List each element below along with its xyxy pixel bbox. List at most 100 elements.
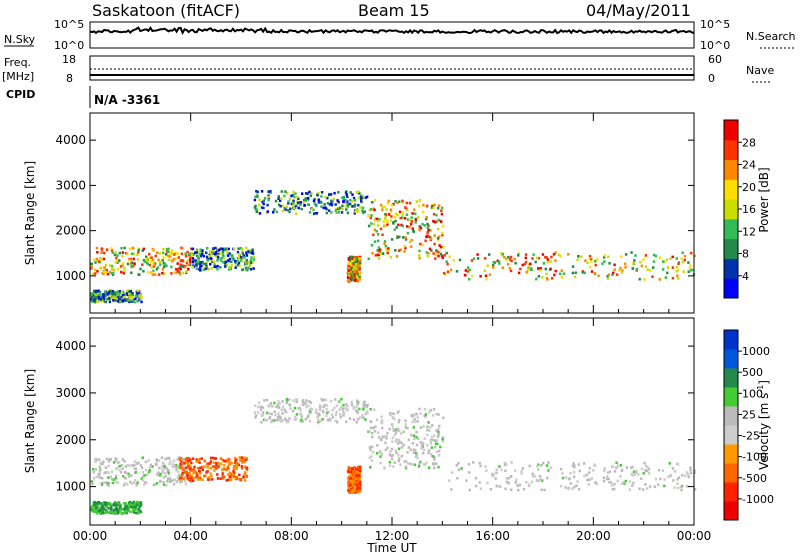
heatmap-cell: [398, 200, 401, 204]
heatmap-cell: [99, 502, 102, 505]
heatmap-cell: [631, 474, 634, 477]
heatmap-cell: [411, 212, 414, 215]
heatmap-cell: [615, 466, 618, 470]
heatmap-cell: [352, 477, 355, 481]
heatmap-cell: [177, 478, 180, 481]
heatmap-cell: [94, 457, 97, 461]
heatmap-cell: [225, 468, 228, 472]
heatmap-cell: [440, 209, 443, 213]
heatmap-cell: [221, 472, 224, 475]
heatmap-cell: [275, 418, 278, 422]
heatmap-cell: [239, 459, 242, 462]
y-tick-label: 1000: [55, 480, 86, 494]
heatmap-cell: [373, 228, 376, 232]
heatmap-cell: [183, 480, 187, 483]
heatmap-cell: [427, 421, 430, 424]
heatmap-cell: [507, 477, 510, 480]
heatmap-cell: [118, 291, 121, 294]
heatmap-cell: [113, 504, 116, 507]
heatmap-cell: [214, 251, 218, 254]
heatmap-cell: [167, 258, 170, 262]
heatmap-cell: [179, 267, 182, 271]
heatmap-cell: [94, 289, 97, 293]
heatmap-cell: [226, 251, 229, 254]
heatmap-cell: [606, 477, 609, 481]
heatmap-cell: [442, 416, 445, 420]
heatmap-cell: [346, 205, 350, 208]
heatmap-cell: [170, 265, 173, 269]
heatmap-cell: [123, 299, 126, 302]
heatmap-cell: [386, 223, 389, 226]
heatmap-cell: [156, 266, 160, 269]
heatmap-cell: [192, 479, 195, 482]
heatmap-cell: [132, 508, 135, 511]
heatmap-cell: [536, 464, 539, 468]
heatmap-cell: [594, 259, 597, 263]
heatmap-cell: [396, 236, 399, 239]
heatmap-cell: [528, 262, 532, 266]
heatmap-cell: [285, 401, 288, 404]
heatmap-cell: [423, 437, 426, 440]
heatmap-cell: [186, 250, 189, 254]
heatmap-cell: [419, 441, 422, 444]
heatmap-cell: [113, 268, 116, 272]
heatmap-cell: [390, 454, 393, 457]
heatmap-cell: [196, 262, 199, 266]
heatmap-cell: [374, 254, 377, 257]
heatmap-cell: [423, 407, 427, 411]
heatmap-cell: [631, 465, 634, 469]
heatmap-cell: [370, 222, 373, 225]
heatmap-cell: [357, 203, 360, 207]
heatmap-cell: [352, 489, 355, 493]
heatmap-cell: [693, 469, 696, 472]
heatmap-cell: [479, 275, 482, 278]
heatmap-cell: [348, 475, 351, 479]
heatmap-cell: [124, 465, 128, 468]
heatmap-cell: [94, 468, 98, 471]
heatmap-cell: [434, 439, 437, 443]
heatmap-cell: [157, 459, 161, 462]
colorbar-segment: [724, 218, 738, 240]
heatmap-cell: [297, 407, 301, 410]
heatmap-cell: [100, 504, 104, 508]
heatmap-cell: [433, 234, 436, 237]
heatmap-cell: [440, 254, 444, 258]
heatmap-cell: [240, 256, 243, 259]
heatmap-cell: [275, 210, 279, 214]
heatmap-cell: [152, 265, 156, 268]
heatmap-cell: [347, 262, 350, 265]
heatmap-cell: [176, 470, 180, 474]
heatmap-cell: [640, 264, 643, 268]
heatmap-cell: [425, 251, 428, 254]
heatmap-cell: [230, 472, 233, 476]
heatmap-cell: [376, 444, 379, 447]
heatmap-cell: [560, 276, 564, 279]
heatmap-cell: [578, 469, 581, 473]
heatmap-cell: [592, 469, 595, 472]
heatmap-cell: [325, 407, 328, 411]
heatmap-cell: [136, 292, 139, 295]
heatmap-cell: [101, 510, 104, 514]
heatmap-cell: [388, 460, 392, 464]
heatmap-cell: [201, 249, 204, 252]
heatmap-cell: [226, 254, 230, 257]
heatmap-cell: [129, 510, 133, 513]
heatmap-cell: [363, 210, 366, 213]
heatmap-cell: [180, 466, 183, 469]
heatmap-cell: [133, 460, 137, 463]
heatmap-cell: [523, 262, 526, 266]
heatmap-cell: [667, 266, 670, 270]
heatmap-cell: [516, 484, 519, 488]
heatmap-cell: [567, 253, 570, 256]
heatmap-cell: [438, 454, 441, 457]
heatmap-cell: [194, 472, 198, 475]
heatmap-cell: [389, 413, 392, 417]
heatmap-cell: [607, 273, 610, 276]
heatmap-cell: [504, 469, 507, 473]
heatmap-cell: [318, 408, 322, 412]
heatmap-cell: [327, 209, 331, 212]
heatmap-cell: [379, 227, 383, 231]
heatmap-cell: [433, 434, 436, 438]
heatmap-cell: [334, 203, 337, 206]
heatmap-cell: [107, 464, 110, 468]
